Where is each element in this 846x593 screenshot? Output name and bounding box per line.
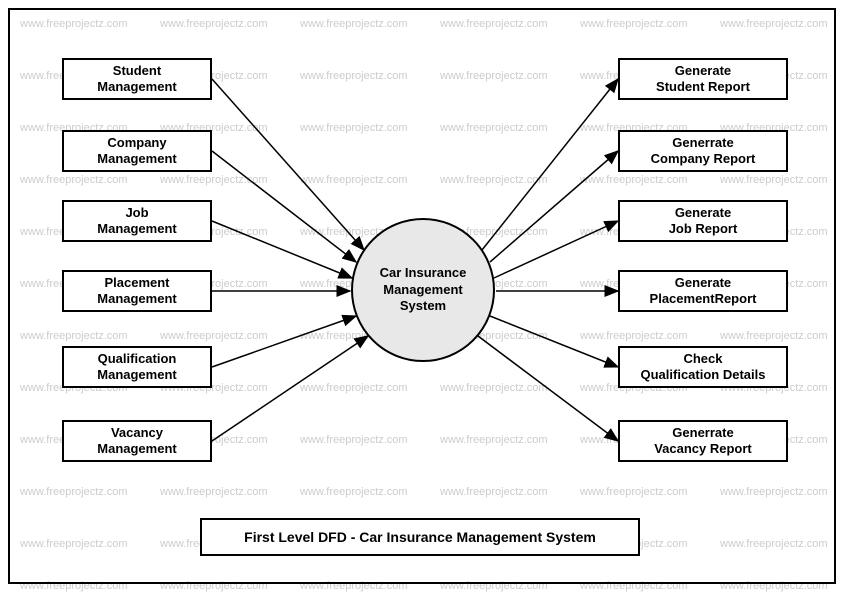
right-entity-box: GenerrateCompany Report (618, 130, 788, 172)
entity-label: QualificationManagement (97, 351, 176, 384)
left-entity-box: PlacementManagement (62, 270, 212, 312)
entity-label: GeneratePlacementReport (650, 275, 757, 308)
entity-label: GenerrateVacancy Report (654, 425, 752, 458)
entity-label: GenerateJob Report (669, 205, 738, 238)
entity-label: VacancyManagement (97, 425, 176, 458)
right-entity-box: GenerateJob Report (618, 200, 788, 242)
left-entity-box: VacancyManagement (62, 420, 212, 462)
right-entity-box: CheckQualification Details (618, 346, 788, 388)
entity-label: PlacementManagement (97, 275, 176, 308)
diagram-caption: First Level DFD - Car Insurance Manageme… (200, 518, 640, 556)
entity-label: CheckQualification Details (641, 351, 766, 384)
entity-label: CompanyManagement (97, 135, 176, 168)
right-entity-box: GenerateStudent Report (618, 58, 788, 100)
entity-label: StudentManagement (97, 63, 176, 96)
left-entity-box: CompanyManagement (62, 130, 212, 172)
entity-label: GenerrateCompany Report (651, 135, 756, 168)
entity-label: GenerateStudent Report (656, 63, 750, 96)
right-entity-box: GeneratePlacementReport (618, 270, 788, 312)
right-entity-box: GenerrateVacancy Report (618, 420, 788, 462)
entity-label: JobManagement (97, 205, 176, 238)
left-entity-box: StudentManagement (62, 58, 212, 100)
center-process-label: Car InsuranceManagementSystem (380, 265, 467, 316)
caption-text: First Level DFD - Car Insurance Manageme… (244, 529, 596, 545)
left-entity-box: QualificationManagement (62, 346, 212, 388)
center-process: Car InsuranceManagementSystem (351, 218, 495, 362)
left-entity-box: JobManagement (62, 200, 212, 242)
